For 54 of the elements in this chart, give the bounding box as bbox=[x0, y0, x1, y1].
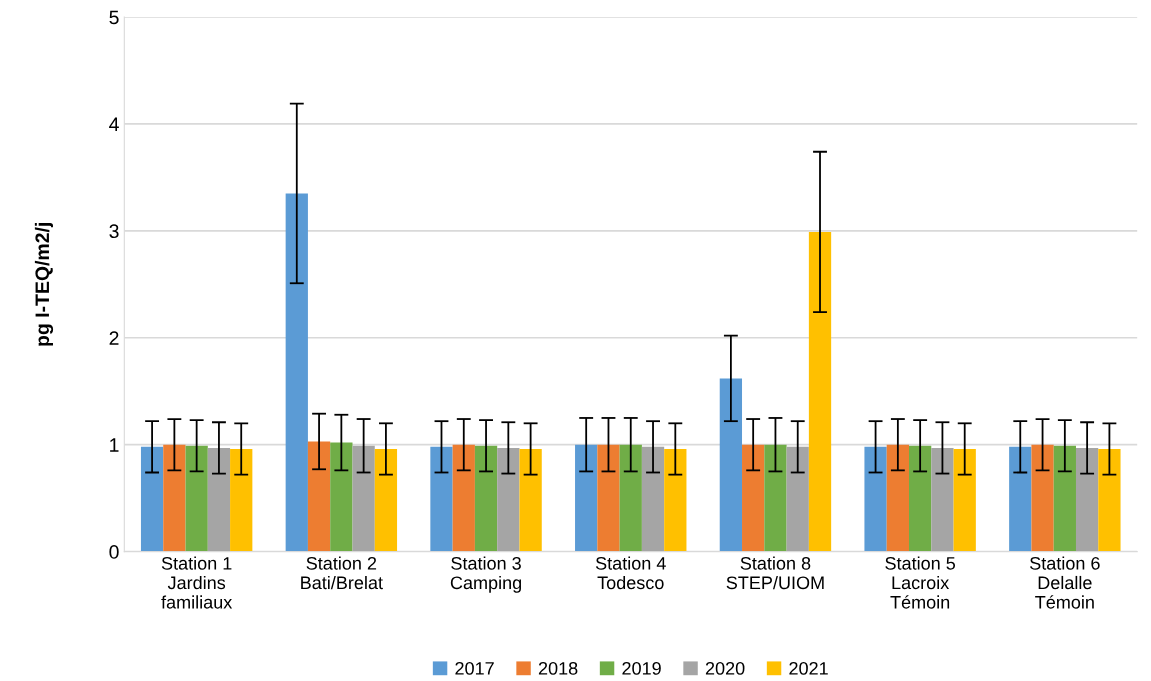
bar bbox=[619, 444, 642, 552]
y-tick-label: 4 bbox=[109, 117, 119, 131]
x-tick-label: Station 5 Lacroix Témoin bbox=[885, 556, 956, 609]
bar bbox=[430, 446, 453, 552]
bar bbox=[1075, 447, 1099, 552]
bar bbox=[1053, 445, 1076, 552]
bar bbox=[664, 448, 687, 552]
bar bbox=[207, 447, 231, 552]
bar bbox=[352, 445, 375, 552]
bar bbox=[519, 448, 542, 552]
bar bbox=[307, 441, 331, 552]
bar bbox=[808, 231, 832, 552]
bar bbox=[597, 444, 620, 552]
y-tick-label: 1 bbox=[110, 438, 119, 452]
legend-label: 2018 bbox=[538, 661, 578, 675]
bar bbox=[163, 444, 186, 552]
bar bbox=[474, 445, 498, 552]
x-tick-label: Station 4 Todesco bbox=[595, 556, 666, 590]
legend-label: 2021 bbox=[789, 661, 828, 675]
bar bbox=[764, 444, 787, 552]
bar bbox=[864, 446, 887, 552]
bar bbox=[185, 445, 208, 552]
y-tick-label: 0 bbox=[109, 545, 119, 559]
x-tick-label: Station 6 Delalle Témoin bbox=[1030, 556, 1100, 609]
bar bbox=[452, 444, 475, 552]
bar bbox=[330, 442, 353, 552]
y-axis-title: pg I-TEQ/m2/j bbox=[34, 223, 54, 346]
bar bbox=[285, 193, 308, 552]
bar bbox=[719, 378, 743, 552]
bar bbox=[641, 446, 665, 552]
x-tick-label: Station 3 Camping bbox=[450, 556, 522, 593]
x-tick-label: Station 1 Jardins familiaux bbox=[161, 556, 233, 609]
bar bbox=[140, 446, 164, 552]
bar bbox=[931, 447, 954, 552]
bar bbox=[374, 448, 398, 552]
bar bbox=[909, 445, 932, 552]
bar bbox=[786, 446, 809, 552]
bar bbox=[575, 444, 598, 552]
x-tick-label: Station 2 Bati/Brelat bbox=[301, 556, 383, 590]
bar bbox=[886, 444, 909, 552]
bar bbox=[1009, 446, 1032, 552]
legend-label: 2019 bbox=[622, 661, 661, 675]
bar bbox=[230, 448, 253, 552]
y-tick-label: 5 bbox=[109, 10, 119, 25]
legend-label: 2017 bbox=[455, 661, 494, 675]
bar bbox=[497, 447, 520, 552]
bar bbox=[1098, 448, 1121, 552]
bar bbox=[953, 448, 976, 552]
legend-label: 2020 bbox=[705, 661, 745, 675]
y-tick-label: 3 bbox=[109, 224, 119, 239]
x-tick-label: Station 8 STEP/UIOM bbox=[726, 556, 824, 590]
bar bbox=[742, 444, 765, 552]
bar bbox=[1031, 444, 1054, 552]
y-tick-label: 2 bbox=[109, 331, 119, 345]
